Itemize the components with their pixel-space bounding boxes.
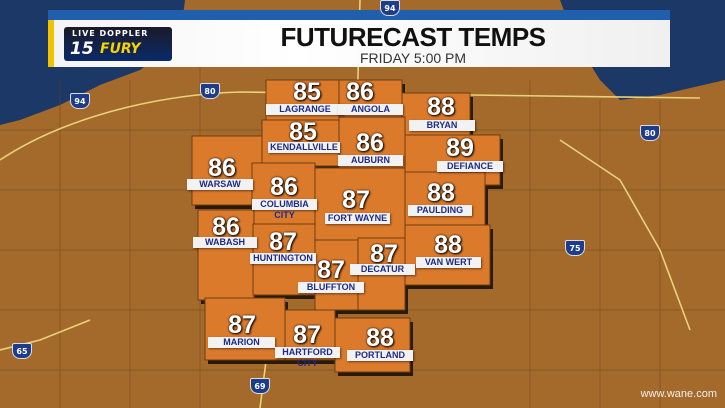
temperature-value: 87 [342, 186, 370, 214]
temperature-value: 87 [317, 256, 345, 284]
temperature-value: 89 [446, 134, 474, 162]
county-shape [251, 162, 316, 229]
live-doppler-logo: LIVE DOPPLER 15 FURY [64, 27, 172, 61]
city-label: VAN WERT [416, 257, 481, 268]
city-label: AUBURN [338, 155, 403, 166]
temperature-value: 87 [269, 228, 297, 256]
logo-line1: LIVE DOPPLER [72, 29, 149, 38]
city-label: HARTFORD CITY [275, 347, 340, 368]
temperature-value: 88 [427, 93, 455, 121]
interstate-shield-icon: 94 [380, 0, 400, 16]
temperature-value: 85 [289, 118, 317, 146]
logo-number: 15 [70, 39, 94, 59]
temperature-value: 86 [356, 129, 384, 157]
logo-word: FURY [100, 41, 141, 57]
county-shape [404, 224, 491, 286]
city-label: MARION [208, 337, 275, 348]
city-label: LAGRANGE [266, 104, 344, 115]
temperature-value: 86 [212, 213, 240, 241]
city-label: WABASH [193, 237, 257, 248]
banner-accent [48, 20, 54, 67]
county-shape [314, 239, 359, 311]
city-label: PAULDING [408, 205, 472, 216]
city-label: BLUFFTON [298, 282, 364, 293]
interstate-shield-icon: 80 [200, 83, 220, 99]
temperature-value: 87 [370, 240, 398, 268]
temperature-value: 87 [228, 311, 256, 339]
title-banner: LIVE DOPPLER 15 FURY FUTURECAST TEMPS FR… [48, 10, 670, 67]
county-shape [334, 317, 411, 373]
city-label: WARSAW [187, 179, 253, 190]
city-label: FORT WAYNE [325, 213, 390, 224]
forecast-time: FRIDAY 5:00 PM [359, 50, 467, 66]
watermark: www.wane.com [640, 388, 717, 400]
city-label: PORTLAND [347, 350, 413, 361]
interstate-shield-icon: 65 [12, 343, 32, 359]
city-label: BRYAN [409, 120, 475, 131]
temperature-value: 88 [427, 179, 455, 207]
interstate-shield-icon: 94 [70, 93, 90, 109]
temperature-value: 87 [293, 321, 321, 349]
county-shape [404, 171, 486, 226]
city-label: ANGOLA [338, 104, 403, 115]
temperature-value: 88 [434, 231, 462, 259]
temperature-value: 86 [270, 173, 298, 201]
city-label: HUNTINGTON [250, 253, 316, 264]
banner-blue-strip [48, 10, 670, 20]
city-label: DECATUR [350, 264, 415, 275]
temperature-value: 88 [366, 324, 394, 352]
temperature-value: 86 [208, 154, 236, 182]
temperature-value: 85 [293, 78, 321, 106]
interstate-shield-icon: 69 [250, 378, 270, 394]
interstate-shield-icon: 80 [640, 125, 660, 141]
city-label: KENDALLVILLE [268, 142, 340, 153]
interstate-shield-icon: 75 [565, 240, 585, 256]
temperature-value: 86 [346, 78, 374, 106]
city-label: DEFIANCE [437, 161, 503, 172]
city-label: COLUMBIA CITY [252, 199, 317, 220]
page-title: FUTURECAST TEMPS [280, 22, 547, 52]
